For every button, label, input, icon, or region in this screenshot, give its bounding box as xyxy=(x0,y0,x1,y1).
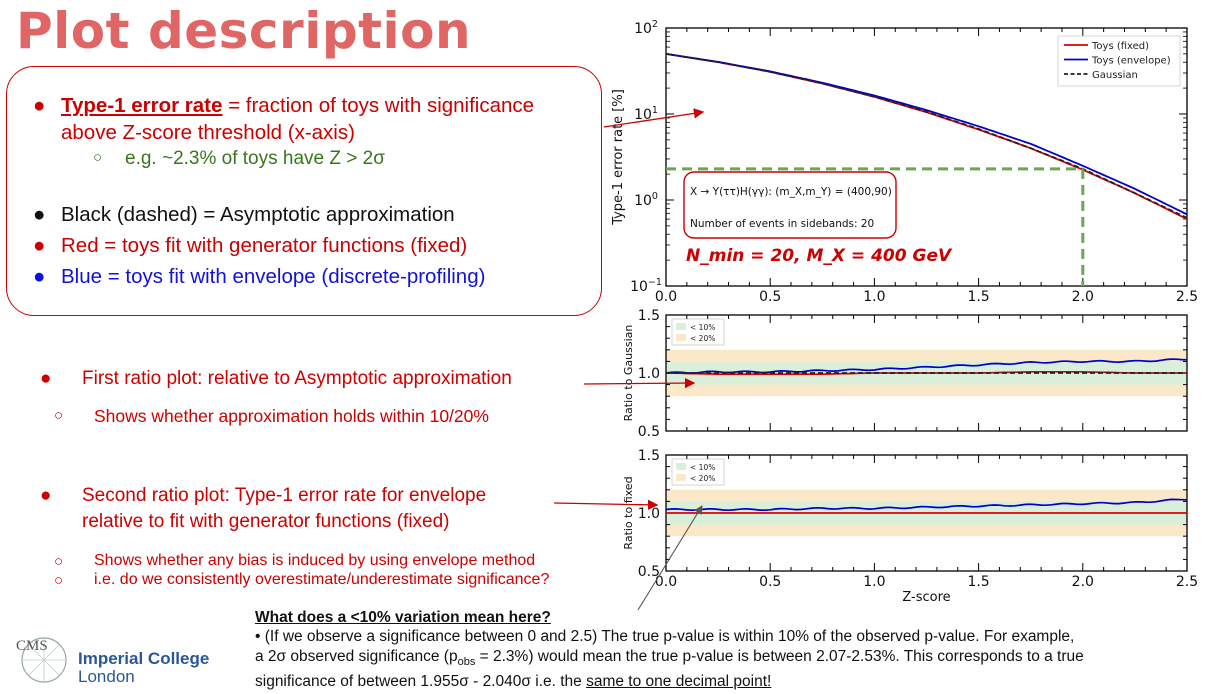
footer-heading: What does a <10% variation mean here? xyxy=(255,609,551,626)
footer-line2a: a 2σ observed significance (p xyxy=(255,648,458,665)
x-tick-label: 1.0 xyxy=(863,289,885,305)
x-tick-label: 0.0 xyxy=(655,289,677,305)
blue-desc: Blue = toys fit with envelope (discrete-… xyxy=(61,265,486,288)
band-legend-label-10: < 10% xyxy=(690,463,715,472)
band-legend-swatch-20 xyxy=(676,334,686,341)
ratio2-sub2-text: i.e. do we consistently overestimate/und… xyxy=(94,571,550,588)
ratio1-bullet: ● First ratio plot: relative to Asymptoti… xyxy=(40,368,512,389)
footer-paragraph: • (If we observe a significance between … xyxy=(255,627,1211,692)
band-legend-swatch-20 xyxy=(676,474,686,481)
footer-line2b: = 2.3%) would mean the true p-value is b… xyxy=(475,648,1084,665)
band-legend-label-20: < 20% xyxy=(690,334,715,343)
x-tick-label: 0.5 xyxy=(759,574,781,590)
ratio-fixed-plot: < 10%< 20%0.0 0.5 1.0 1.5 2.0 2.50.51.01.5Rat… xyxy=(622,448,1198,605)
series-toys-envelope-line xyxy=(665,358,1188,374)
y-axis-label: Type-1 error rate [%] xyxy=(611,89,626,226)
ratio1-text: First ratio plot: relative to Asymptotic… xyxy=(82,368,512,389)
ratio2-sub1: ○ Shows whether any bias is induced by us… xyxy=(54,552,536,570)
bullet-red: ● Red = toys fit with generator functions… xyxy=(33,234,468,257)
black-desc: Black (dashed) = Asymptotic approximatio… xyxy=(61,203,455,226)
band-legend: < 10% < 20% xyxy=(671,458,725,486)
y-tick-label: 1.5 xyxy=(638,308,660,324)
x-tick-label: 1.5 xyxy=(967,574,989,590)
y-axis-label: Ratio to fixed xyxy=(622,476,635,549)
imperial-logo: Imperial College London xyxy=(78,650,209,686)
y-axis-label: Ratio to Gaussian xyxy=(622,325,635,422)
series-toys-envelope-line xyxy=(665,498,1188,512)
y-tick-label: 0.5 xyxy=(638,424,660,440)
band-legend-label-10: < 10% xyxy=(690,323,715,332)
main-legend-label: Toys (fixed) xyxy=(1091,41,1149,52)
cms-logo-text: CMS xyxy=(16,638,48,654)
x-tick-label: 2.0 xyxy=(1072,289,1094,305)
x-tick-label: 2.5 xyxy=(1176,289,1198,305)
y-tick-label: 0.5 xyxy=(638,564,660,580)
y-tick-label: 1.0 xyxy=(638,506,660,522)
footer-sub-obs: obs xyxy=(457,656,476,669)
main-legend-label: Toys (envelope) xyxy=(1091,56,1171,67)
type1-term: Type-1 error rate xyxy=(61,94,223,117)
type1-def-line2: above Z-score threshold (x-axis) xyxy=(61,121,355,144)
footer-line2: a 2σ observed significance (pobs = 2.3%)… xyxy=(255,647,1211,672)
cms-logo: CMS xyxy=(14,634,74,684)
main-legend: Toys (fixed) Toys (envelope) Gaussian xyxy=(1057,35,1181,87)
imperial-logo-line1: Imperial College xyxy=(78,649,210,668)
imperial-logo-line2: London xyxy=(78,667,135,686)
series-gaussian-line xyxy=(665,53,1188,219)
info-box-line2: Number of events in sidebands: 20 xyxy=(690,218,874,230)
type1-example: ○ e.g. ~2.3% of toys have Z > 2σ xyxy=(93,148,385,169)
info-box-frame xyxy=(683,171,897,239)
bullet-black: ● Black (dashed) = Asymptotic approximati… xyxy=(33,203,455,226)
footer-line1: • (If we observe a significance between … xyxy=(255,628,1075,645)
x-axis-label: Z-score xyxy=(902,590,950,605)
footer-line3: significance of between 1.955σ - 2.040σ … xyxy=(255,672,1211,692)
main-legend-label: Gaussian xyxy=(1092,70,1138,81)
arrow-to-main-plot xyxy=(603,108,705,128)
x-tick-label: 1.0 xyxy=(863,574,885,590)
bullet-blue: ● Blue = toys fit with envelope (discrete… xyxy=(33,265,486,288)
band-legend: < 10% < 20% xyxy=(671,318,725,346)
footer-line3a: significance of between 1.955σ - 2.040σ … xyxy=(255,673,587,691)
plot-frame xyxy=(665,27,1188,287)
x-tick-label: 0.0 xyxy=(655,574,677,590)
bullet-type1: ● Type-1 error rate = fraction of toys wi… xyxy=(33,94,535,117)
ratio2-sub1-text: Shows whether any bias is induced by usi… xyxy=(94,552,536,569)
ratio2-text2: relative to fit with generator functions… xyxy=(82,511,450,532)
arrow-to-band xyxy=(637,505,703,611)
type1-def: = fraction of toys with significance xyxy=(222,94,535,117)
x-tick-label: 2.5 xyxy=(1176,574,1198,590)
info-box-line1: X → Y(ττ)H(γγ): (m_X,m_Y) = (400,90) xyxy=(690,186,892,198)
red-desc: Red = toys fit with generator functions … xyxy=(61,234,468,257)
y-tick-label: 1.0 xyxy=(638,366,660,382)
slide-title: Plot description xyxy=(16,2,472,60)
x-tick-label: 0.5 xyxy=(759,289,781,305)
nmin-annotation: N_min = 20, M_X = 400 GeV xyxy=(686,246,953,266)
ratio2-bullet: ● Second ratio plot: Type-1 error rate fo… xyxy=(40,485,487,506)
band-legend-swatch-10 xyxy=(676,463,686,470)
band-legend-label-20: < 20% xyxy=(690,474,715,483)
x-tick-label: 1.5 xyxy=(967,289,989,305)
y-tick-label: 1.5 xyxy=(638,448,660,464)
type1-example-text: e.g. ~2.3% of toys have Z > 2σ xyxy=(125,148,385,169)
ratio2-text1: Second ratio plot: Type-1 error rate for… xyxy=(82,485,487,506)
y-tick-label: 100 xyxy=(634,191,658,209)
ratio2-sub2: ○ i.e. do we consistently overestimate/un… xyxy=(54,571,550,589)
definition-callout xyxy=(6,66,602,316)
arrows xyxy=(553,108,705,611)
arrow-to-ratio2 xyxy=(553,499,659,511)
ratio1-sub-text: Shows whether approximation holds within… xyxy=(94,406,489,426)
arrow-to-ratio1 xyxy=(583,377,696,389)
y-tick-label: 102 xyxy=(634,19,658,37)
x-tick-label: 2.0 xyxy=(1072,574,1094,590)
band-legend-swatch-10 xyxy=(676,323,686,330)
footer-line3-underlined: same to one decimal point! xyxy=(586,673,772,691)
ratio1-sub: ○ Shows whether approximation holds withi… xyxy=(54,406,489,426)
